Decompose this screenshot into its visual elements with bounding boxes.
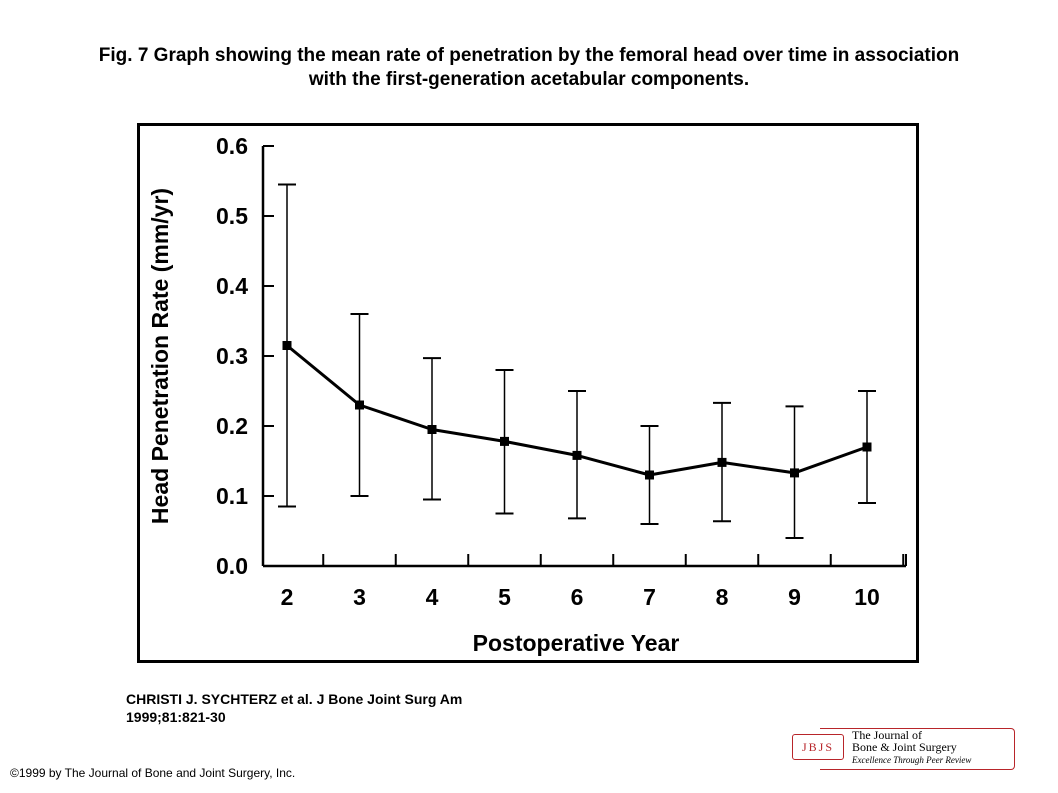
citation-line-1: CHRISTI J. SYCHTERZ et al. J Bone Joint …	[126, 691, 463, 707]
logo-badge: JBJS	[792, 734, 844, 760]
title-line-2: with the first-generation acetabular com…	[308, 69, 750, 90]
copyright-notice: ©1999 by The Journal of Bone and Joint S…	[10, 766, 296, 780]
logo-line-1: The Journal of	[852, 728, 922, 742]
logo-tagline: Excellence Through Peer Review	[852, 755, 972, 765]
y-tick-label: 0.6	[216, 133, 248, 159]
x-tick-label: 3	[353, 584, 366, 610]
x-axis-title: Postoperative Year	[473, 630, 680, 656]
data-point	[282, 341, 292, 350]
data-point	[862, 442, 872, 452]
title-line-1: Fig. 7 Graph showing the mean rate of pe…	[98, 45, 960, 66]
x-tick-label: 4	[426, 584, 439, 610]
y-tick-label: 0.5	[216, 203, 248, 229]
logo-line-2: Bone & Joint Surgery	[852, 740, 957, 754]
y-tick-label: 0.1	[216, 483, 248, 509]
data-point	[790, 468, 799, 478]
logo-frame	[820, 728, 1015, 770]
chart-frame: 0.0 0.1 0.2 0.3 0.4 0.5 0.6 2 3 4 5 6 7 8 9 10 Postopera…	[137, 123, 919, 663]
x-tick-label: 6	[571, 584, 584, 610]
y-axis-title: Head Penetration Rate (mm/yr)	[147, 188, 173, 524]
data-point	[500, 436, 509, 446]
x-tick-label: 10	[854, 584, 880, 610]
citation: CHRISTI J. SYCHTERZ et al. J Bone Joint …	[126, 690, 546, 726]
data-point	[427, 425, 437, 434]
y-tick-label: 0.0	[216, 553, 248, 579]
data-point	[645, 470, 654, 480]
data-point	[572, 450, 582, 460]
data-point	[717, 457, 727, 467]
journal-logo[interactable]: JBJS The Journal of Bone & Joint Surgery…	[792, 728, 1018, 772]
chart-plot: 0.0 0.1 0.2 0.3 0.4 0.5 0.6 2 3 4 5 6 7 8 9 10 Postopera…	[147, 133, 907, 656]
x-tick-label: 2	[281, 584, 294, 610]
x-tick-label: 9	[788, 584, 801, 610]
y-tick-label: 0.3	[216, 343, 248, 369]
x-tick-label: 5	[498, 584, 511, 610]
x-tick-label: 7	[643, 584, 656, 610]
y-tick-label: 0.4	[216, 273, 248, 299]
data-point	[355, 400, 364, 410]
x-tick-label: 8	[716, 584, 729, 610]
y-tick-label: 0.2	[216, 413, 248, 439]
citation-line-2: 1999;81:821-30	[126, 709, 226, 725]
page-title: Fig. 7 Graph showing the mean rate of pe…	[20, 44, 1038, 92]
